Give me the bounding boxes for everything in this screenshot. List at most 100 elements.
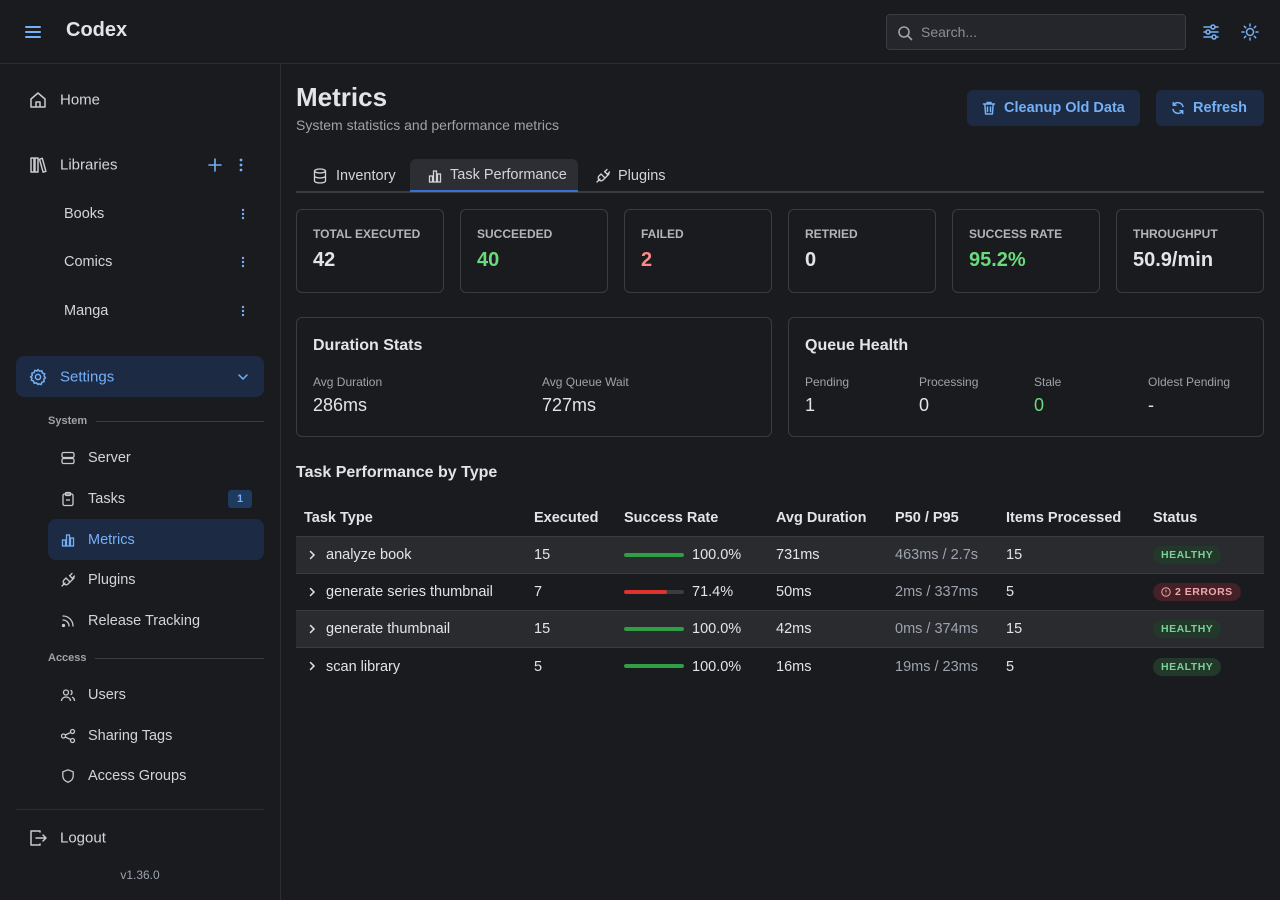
sidebar-item-label: Release Tracking	[88, 613, 201, 629]
chevron-right-icon[interactable]	[306, 660, 318, 672]
metric-value: 286ms	[313, 395, 368, 415]
sidebar-item-home[interactable]: Home	[16, 80, 264, 120]
sidebar-item-users[interactable]: Users	[48, 675, 264, 715]
sidebar-item-label: Metrics	[88, 531, 135, 548]
search-box[interactable]	[886, 14, 1186, 50]
menu-icon[interactable]	[22, 22, 44, 42]
library-label: Manga	[64, 303, 109, 319]
sidebar-item-metrics[interactable]: Metrics	[48, 519, 264, 560]
column-header[interactable]: Status	[1153, 510, 1198, 526]
kebab-menu-icon[interactable]	[235, 254, 251, 270]
executed-count: 5	[534, 658, 543, 675]
chevron-right-icon[interactable]	[306, 549, 318, 561]
search-icon	[898, 26, 913, 41]
sidebar-item-plugins[interactable]: Plugins	[48, 560, 264, 600]
tab-label: Plugins	[618, 167, 666, 184]
p50-p95: 2ms / 337ms	[895, 584, 978, 600]
sidebar-item-access-groups[interactable]: Access Groups	[48, 756, 264, 796]
divider	[96, 421, 264, 422]
gear-icon	[29, 368, 47, 385]
stale-metric: Stale 0	[1034, 375, 1061, 416]
stat-label: FAILED	[641, 227, 684, 241]
sidebar-item-libraries[interactable]: Libraries	[16, 145, 264, 185]
section-title: Task Performance by Type	[296, 464, 498, 481]
stat-card-success-rate: SUCCESS RATE 95.2%	[952, 209, 1100, 293]
stat-value: 0	[805, 249, 817, 271]
task-type: scan library	[326, 658, 401, 675]
server-icon	[61, 451, 75, 465]
libraries-menu-icon[interactable]	[233, 157, 249, 173]
metric-value: 0	[919, 395, 930, 415]
tabs-divider	[296, 191, 1264, 193]
success-rate-fill	[624, 664, 684, 668]
sidebar-item-tasks[interactable]: Tasks 1	[48, 479, 264, 519]
success-rate-fill	[624, 553, 684, 557]
metric-label: Avg Duration	[313, 375, 383, 389]
p50-p95: 0ms / 374ms	[895, 621, 978, 637]
library-item-manga[interactable]: Manga	[48, 291, 264, 331]
stat-label: SUCCESS RATE	[969, 227, 1063, 241]
sidebar-item-label: Libraries	[60, 156, 118, 174]
sidebar: Home Libraries Books Comics Manga Settin…	[0, 64, 281, 900]
tab-label: Task Performance	[450, 166, 567, 183]
refresh-icon	[1172, 101, 1184, 115]
stat-card-failed: FAILED 2	[624, 209, 772, 293]
table-row[interactable]: generate series thumbnail 7 71.4% 50ms 2ms /…	[296, 574, 1264, 611]
status-badge: 2 ERRORS	[1153, 583, 1241, 601]
cleanup-old-data-button[interactable]: Cleanup Old Data	[967, 90, 1140, 126]
success-rate-text: 71.4%	[692, 584, 734, 600]
chevron-right-icon[interactable]	[306, 586, 318, 598]
library-item-comics[interactable]: Comics	[48, 242, 264, 282]
kebab-menu-icon[interactable]	[235, 303, 251, 319]
success-rate-bar	[624, 590, 684, 594]
table-row[interactable]: analyze book 15 100.0% 731ms 463ms / 2.7s 15 H…	[296, 537, 1264, 574]
button-label: Cleanup Old Data	[1004, 100, 1125, 116]
executed-count: 7	[534, 584, 543, 600]
sidebar-item-label: Access Groups	[88, 768, 187, 784]
chevron-right-icon[interactable]	[306, 623, 318, 635]
metric-value: -	[1148, 395, 1154, 415]
tab-task-performance[interactable]: Task Performance	[410, 159, 578, 192]
rss-icon	[61, 615, 74, 628]
column-header[interactable]: P50 / P95	[895, 510, 959, 526]
sidebar-item-label: Home	[60, 91, 101, 109]
table-row[interactable]: scan library 5 100.0% 16ms 19ms / 23ms 5 HEALT…	[296, 648, 1264, 685]
table-row[interactable]: generate thumbnail 15 100.0% 42ms 0ms / 374m…	[296, 611, 1264, 648]
sidebar-item-sharing-tags[interactable]: Sharing Tags	[48, 716, 264, 756]
kebab-menu-icon[interactable]	[235, 206, 251, 222]
add-library-icon[interactable]	[207, 157, 223, 173]
stat-label: TOTAL EXECUTED	[313, 227, 421, 241]
tab-inventory[interactable]: Inventory	[296, 159, 408, 192]
column-header[interactable]: Avg Duration	[776, 510, 867, 526]
stat-value: 50.9/min	[1133, 249, 1214, 271]
sidebar-item-settings[interactable]: Settings	[16, 356, 264, 397]
app-title: Codex	[66, 19, 128, 41]
status-text: 2 ERRORS	[1175, 586, 1233, 598]
column-header[interactable]: Executed	[534, 510, 599, 526]
refresh-button[interactable]: Refresh	[1156, 90, 1264, 126]
stat-value: 40	[477, 249, 500, 271]
metric-value: 727ms	[542, 395, 597, 415]
avg-duration: 50ms	[776, 584, 812, 600]
avg-duration-metric: Avg Duration 286ms	[313, 375, 382, 416]
metric-label: Processing	[919, 375, 979, 389]
column-header[interactable]: Items Processed	[1006, 510, 1122, 526]
tab-plugins[interactable]: Plugins	[578, 159, 678, 192]
divider	[16, 809, 264, 810]
column-header[interactable]: Task Type	[304, 510, 373, 526]
sidebar-item-logout[interactable]: Logout	[16, 818, 264, 858]
search-input[interactable]	[921, 15, 1181, 49]
column-header[interactable]: Success Rate	[624, 510, 719, 526]
top-header: Codex	[0, 0, 1280, 64]
avg-duration: 42ms	[776, 621, 812, 637]
success-rate-bar	[624, 627, 684, 631]
sidebar-item-server[interactable]: Server	[48, 438, 264, 478]
sidebar-item-release-tracking[interactable]: Release Tracking	[48, 601, 264, 641]
tasks-count-badge: 1	[228, 490, 252, 508]
library-item-books[interactable]: Books	[48, 194, 264, 234]
sidebar-item-label: Plugins	[88, 572, 136, 588]
filters-icon[interactable]	[1201, 22, 1221, 42]
theme-toggle-icon[interactable]	[1240, 22, 1260, 42]
stat-card-retried: RETRIED 0	[788, 209, 936, 293]
avg-duration: 16ms	[776, 658, 812, 675]
